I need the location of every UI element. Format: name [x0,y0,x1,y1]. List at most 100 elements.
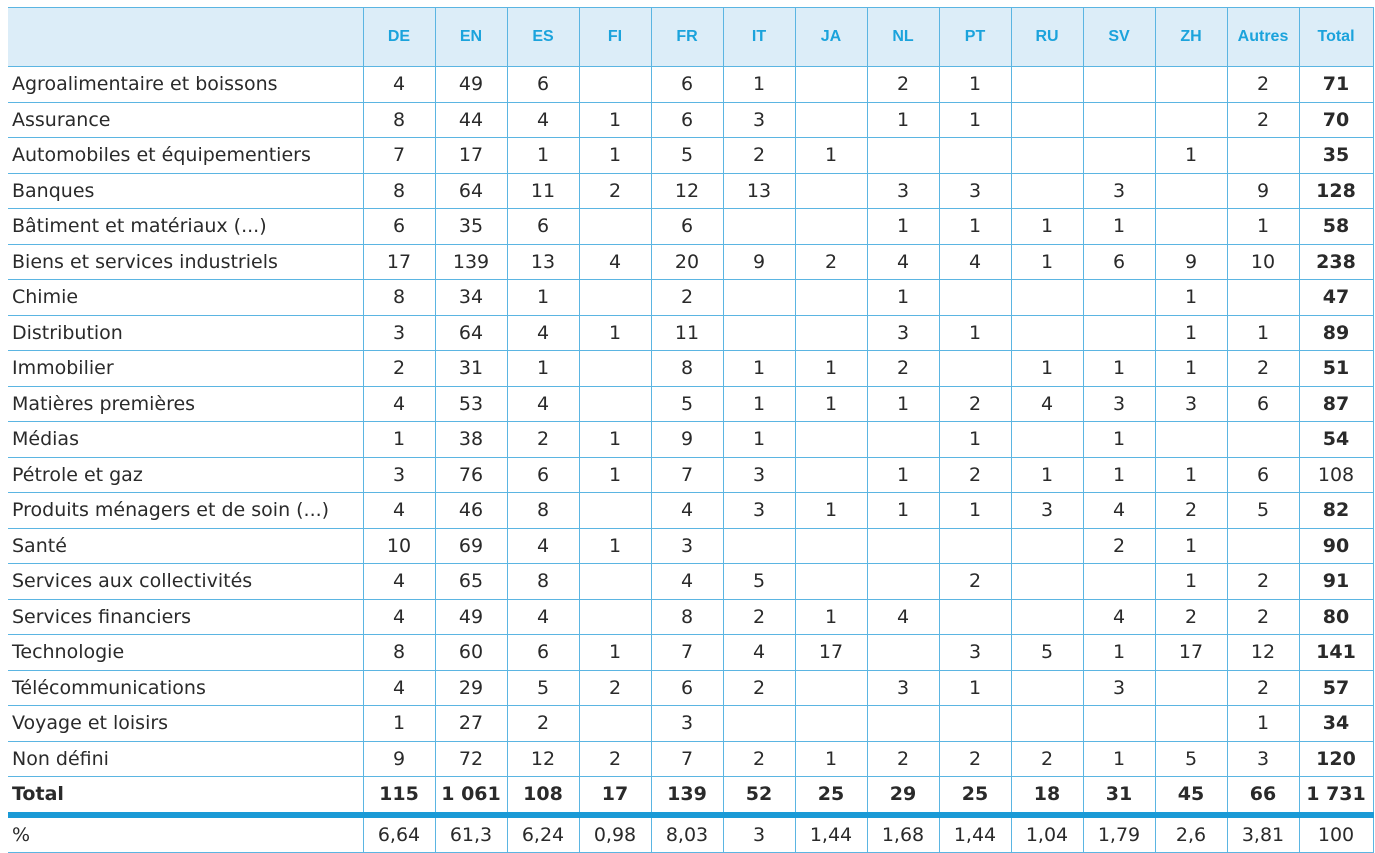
data-cell: 4 [506,598,580,635]
data-cell: 1,44 [938,814,1012,853]
data-cell: 1 [938,314,1012,351]
data-cell: 64 [434,172,508,209]
data-cell [1154,421,1228,458]
data-cell [722,527,796,564]
data-cell: 27 [434,705,508,742]
row-total-cell: 71 [1298,66,1374,103]
data-cell: 17 [1154,634,1228,671]
row-total-cell: 120 [1298,740,1374,777]
data-cell [1010,527,1084,564]
data-cell: 1 [866,456,940,493]
percent-row: % 6,64 61,3 6,24 0,98 8,03 3 1,44 1,68 1,44 1,04 1,… [8,814,1374,853]
data-cell: 4 [1082,598,1156,635]
data-cell: 8 [362,279,436,316]
data-cell: 3 [1154,385,1228,422]
data-cell [938,705,1012,742]
data-cell: 1 [938,492,1012,529]
data-cell: 1 [1154,456,1228,493]
table-row: Assurance 8 44 4 1 6 3 1 1 2 70 [8,101,1374,138]
row-label: Bâtiment et matériaux (...) [8,208,364,245]
row-total-cell: 82 [1298,492,1374,529]
data-cell [1226,279,1300,316]
data-cell: 139 [650,776,724,818]
data-cell: 2 [362,350,436,387]
data-cell [1082,137,1156,174]
data-cell [866,634,940,671]
data-cell: 1 [1082,421,1156,458]
data-cell: 3 [866,172,940,209]
table-row: Voyage et loisirs 1 27 2 3 1 34 [8,705,1374,742]
data-cell [866,137,940,174]
data-cell [794,66,868,103]
data-cell: 8 [650,598,724,635]
data-cell: 2 [794,243,868,280]
data-cell [578,208,652,245]
data-cell: 8 [362,634,436,671]
data-cell [1082,101,1156,138]
data-cell: 4 [362,669,436,706]
data-cell [1010,563,1084,600]
data-cell: 1 [794,492,868,529]
table-row: Pétrole et gaz 3 76 6 1 7 3 1 2 1 1 1 6 108 [8,456,1374,493]
data-cell: 4 [866,243,940,280]
data-cell: 2 [1226,669,1300,706]
data-cell: 8 [362,172,436,209]
row-total-cell: 128 [1298,172,1374,209]
data-cell [1010,598,1084,635]
data-cell: 1 [866,101,940,138]
data-cell [938,598,1012,635]
data-cell [578,350,652,387]
table-row: Automobiles et équipementiers 7 17 1 1 5 2 1 1 35 [8,137,1374,174]
data-cell: 1 [506,137,580,174]
data-cell: 2 [1226,563,1300,600]
data-cell [866,527,940,564]
column-header-en: EN [434,7,508,67]
row-label: Chimie [8,279,364,316]
row-label: Automobiles et équipementiers [8,137,364,174]
data-cell: 52 [722,776,796,818]
data-cell: 2 [938,740,1012,777]
table-row: Télécommunications 4 29 5 2 6 2 3 1 3 2 57 [8,669,1374,706]
column-header-autres: Autres [1226,7,1300,67]
row-label: Télécommunications [8,669,364,706]
data-cell [1154,66,1228,103]
data-cell: 3 [650,705,724,742]
data-cell: 3 [722,814,796,853]
data-cell: 4 [362,385,436,422]
data-cell: 13 [506,243,580,280]
data-cell: 6 [506,208,580,245]
data-cell: 49 [434,66,508,103]
data-cell: 3 [1010,492,1084,529]
data-cell: 53 [434,385,508,422]
data-cell [938,527,1012,564]
data-cell: 12 [650,172,724,209]
data-cell: 2 [866,66,940,103]
data-cell [578,66,652,103]
data-cell [1010,421,1084,458]
data-cell [578,279,652,316]
data-cell: 61,3 [434,814,508,853]
data-cell: 12 [1226,634,1300,671]
data-cell: 2 [578,172,652,209]
data-cell: 1 [1010,456,1084,493]
data-cell: 1 [1010,208,1084,245]
data-cell: 2 [578,740,652,777]
data-cell: 3 [362,456,436,493]
data-cell: 2 [506,705,580,742]
data-cell: 8 [506,563,580,600]
data-cell: 3 [866,669,940,706]
data-cell: 1,68 [866,814,940,853]
data-cell [722,208,796,245]
data-cell: 8 [650,350,724,387]
data-cell: 4 [1082,492,1156,529]
row-total-cell: 1 731 [1298,776,1374,818]
data-cell: 3,81 [1226,814,1300,853]
table-row: Santé 10 69 4 1 3 2 1 90 [8,527,1374,564]
data-cell [794,101,868,138]
data-cell [578,385,652,422]
row-total-cell: 58 [1298,208,1374,245]
data-cell: 1 [794,598,868,635]
table-row: Bâtiment et matériaux (...) 6 35 6 6 1 1 1 1 1 58 [8,208,1374,245]
data-cell [794,279,868,316]
data-cell: 6 [1226,385,1300,422]
